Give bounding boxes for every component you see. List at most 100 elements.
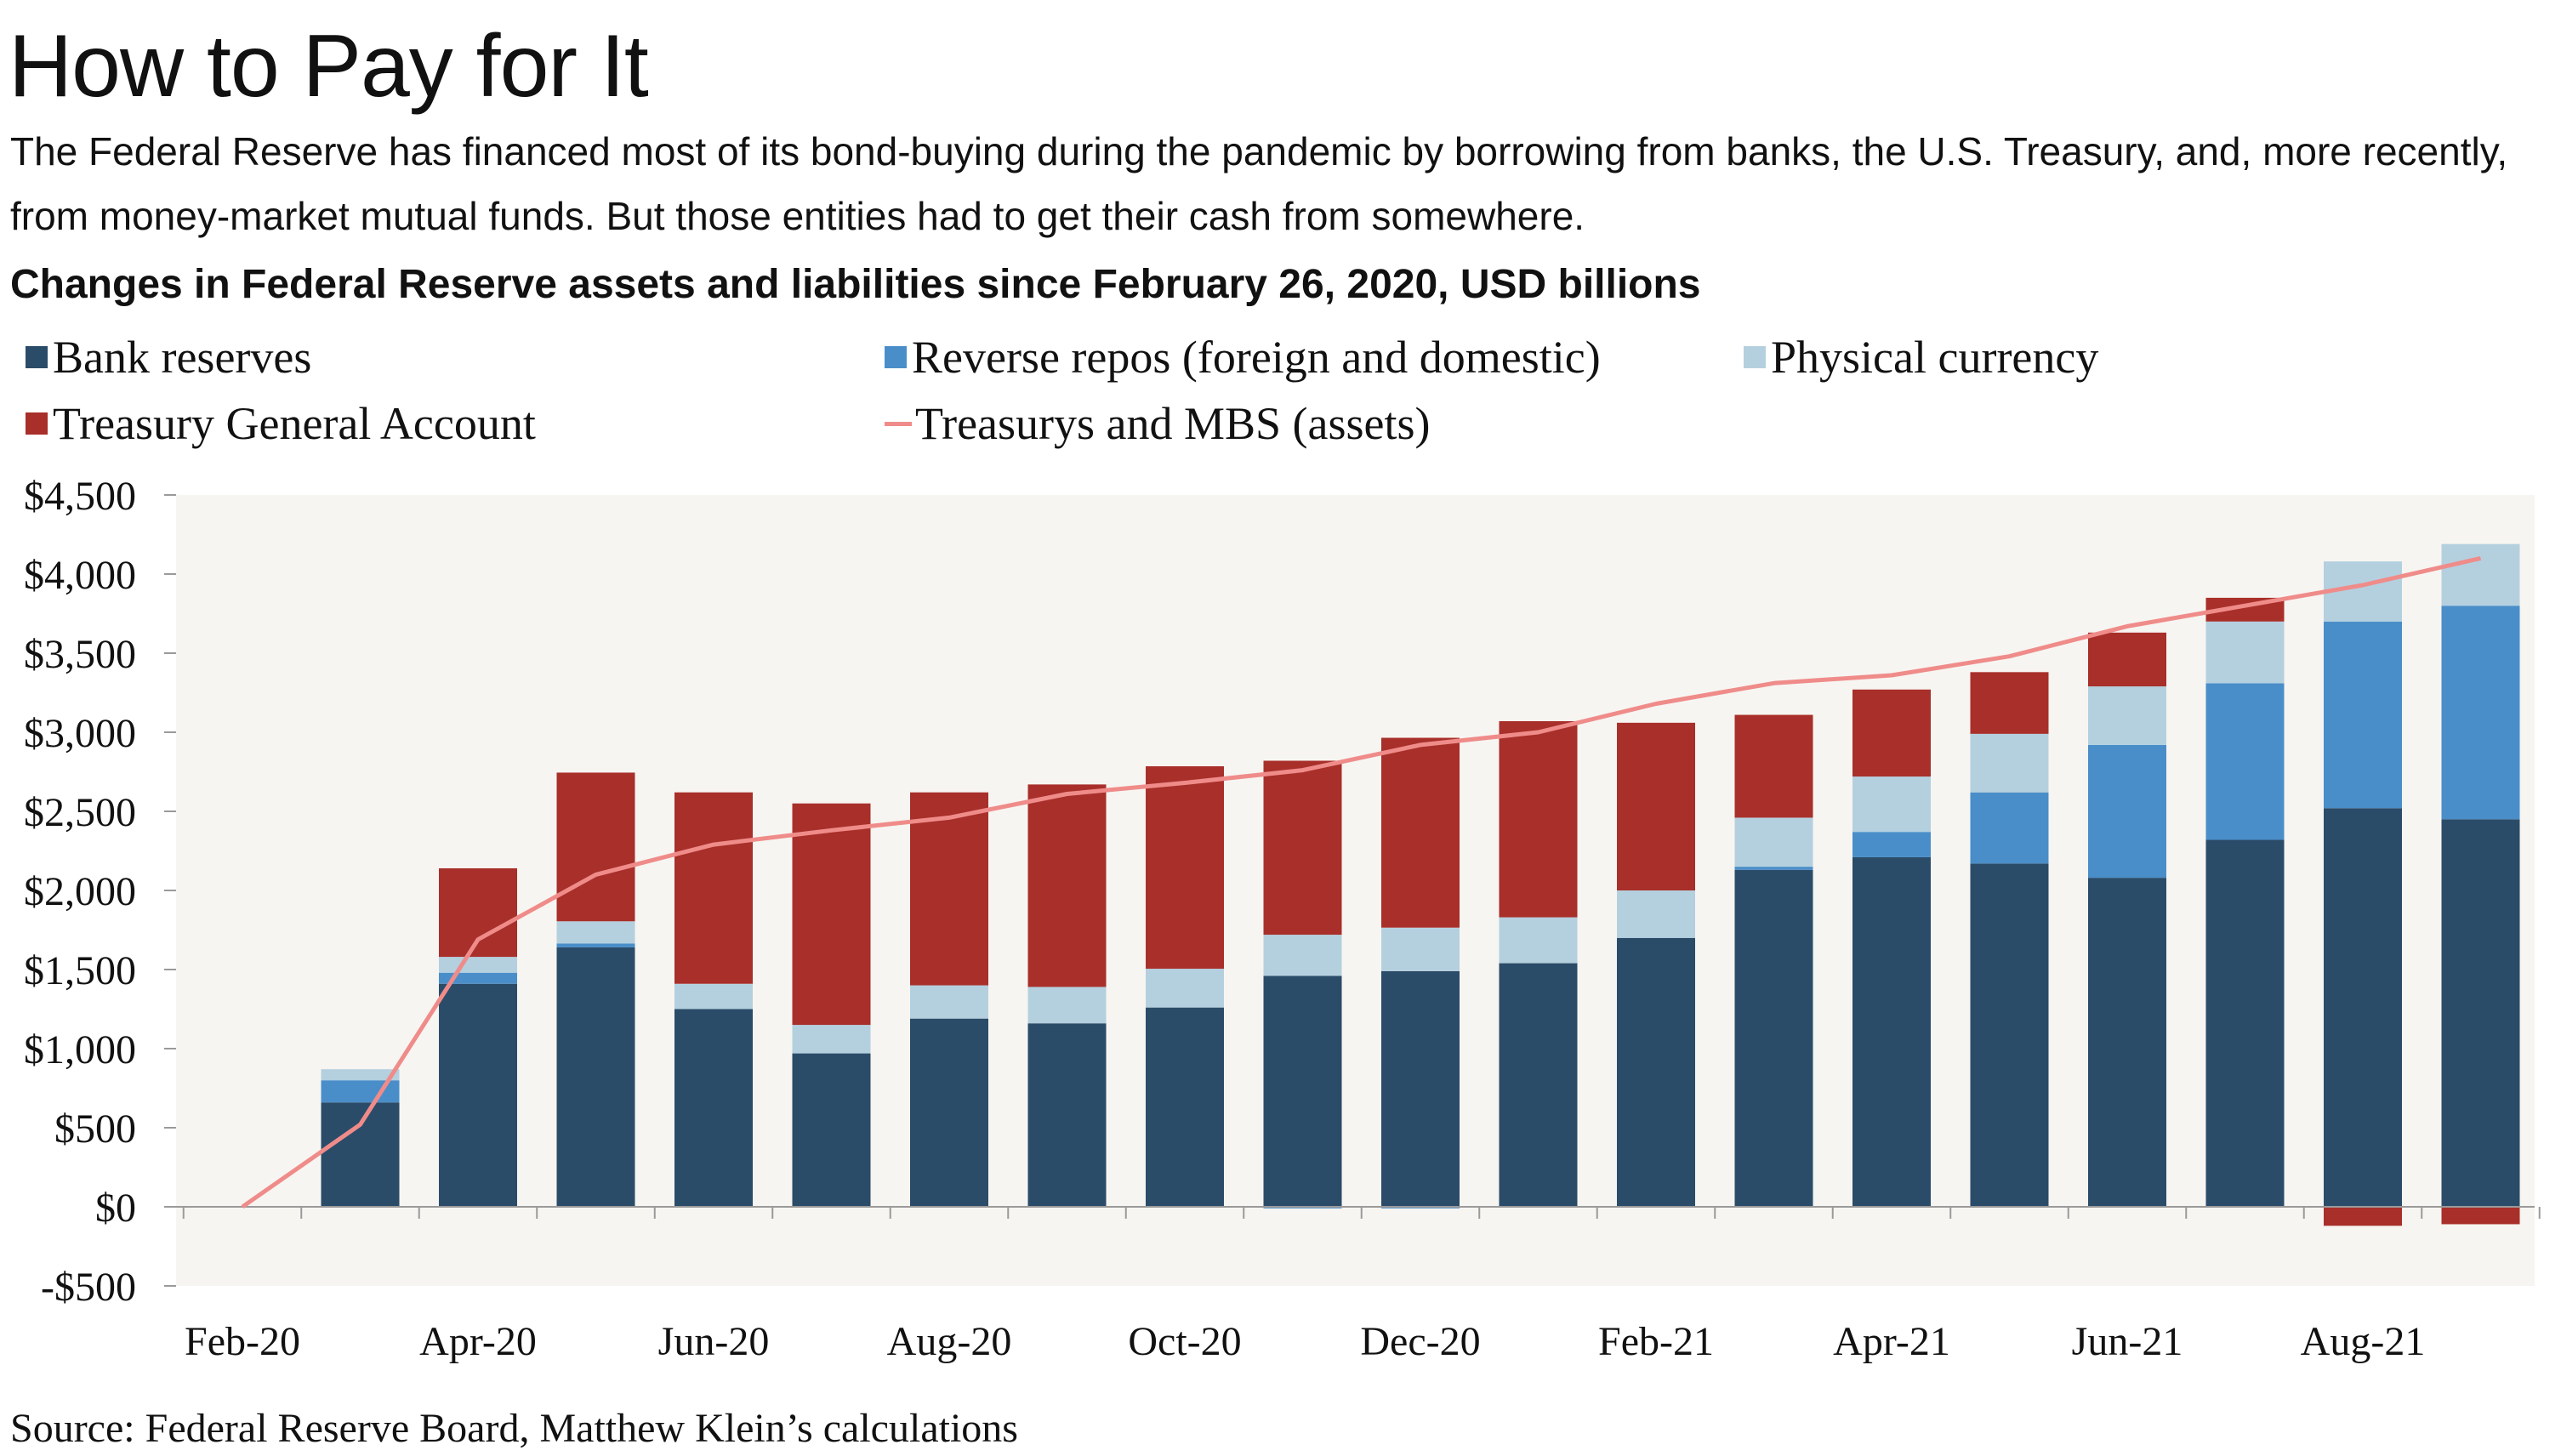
- bar-reverse-repos: [556, 943, 635, 947]
- bar-bank-reserves: [1263, 975, 1342, 1207]
- bar-bank-reserves: [2205, 839, 2285, 1207]
- bar-bank-reserves: [1970, 863, 2049, 1207]
- bar-physical-currency: [792, 1025, 871, 1054]
- y-axis: -$500 $0 $500 $1,000 $1,500 $2,000 $2,500 $3,00…: [24, 476, 176, 1310]
- bar-tga: [910, 792, 988, 986]
- bar-tga: [439, 867, 517, 958]
- bar-tga: [2088, 632, 2166, 687]
- x-tick-label: Feb-21: [1598, 1319, 1714, 1364]
- bar-bank-reserves: [1499, 963, 1578, 1207]
- y-tick-label: $3,000: [24, 711, 136, 756]
- bar-physical-currency: [439, 957, 517, 973]
- y-tick-label: $2,500: [24, 790, 136, 835]
- bar-physical-currency: [1263, 935, 1342, 976]
- bar-bank-reserves: [1027, 1023, 1107, 1207]
- bar-physical-currency: [2205, 621, 2285, 684]
- legend-label: Physical currency: [1771, 332, 2099, 383]
- bar-physical-currency: [1499, 917, 1578, 964]
- bar-physical-currency: [1734, 817, 1813, 867]
- chart-svg: -$500 $0 $500 $1,000 $1,500 $2,000 $2,500 $3,00…: [24, 476, 2541, 1364]
- legend-label: Bank reserves: [53, 332, 312, 383]
- bar-reverse-repos: [2088, 744, 2166, 879]
- x-axis: Feb-20 Apr-20 Jun-20 Aug-20 Oct-20 Dec-20 Feb-…: [182, 1207, 2541, 1364]
- legend-label: Treasurys and MBS (assets): [915, 398, 1431, 449]
- x-tick-label: Oct-20: [1128, 1319, 1241, 1364]
- bar-bank-reserves: [674, 1009, 753, 1207]
- y-tick-label: $0: [95, 1186, 136, 1231]
- x-tick-label: Apr-21: [1833, 1319, 1950, 1364]
- legend-swatch-physical-currency: [1744, 346, 1766, 368]
- bar-physical-currency: [1617, 890, 1695, 938]
- legend-item-physical-currency: Physical currency: [1744, 330, 2098, 384]
- legend-item-bank-reserves: Bank reserves: [26, 330, 311, 384]
- legend-item-assets-line: Treasurys and MBS (assets): [885, 396, 1431, 451]
- x-tick-label: Dec-20: [1360, 1319, 1480, 1364]
- bar-bank-reserves: [792, 1053, 871, 1207]
- bar-bank-reserves: [2441, 819, 2520, 1207]
- legend-swatch-reverse-repos: [885, 346, 907, 368]
- bar-tga: [1970, 672, 2049, 734]
- bar-tga: [1617, 722, 1695, 890]
- bar-bank-reserves: [1734, 869, 1813, 1207]
- bar-tga: [792, 803, 871, 1026]
- bar-bank-reserves: [439, 983, 517, 1207]
- bar-physical-currency: [1146, 969, 1224, 1008]
- bar-physical-currency: [674, 983, 753, 1010]
- legend-item-tga: Treasury General Account: [26, 396, 536, 451]
- plot-background: [176, 495, 2535, 1286]
- bar-bank-reserves: [556, 947, 635, 1207]
- bar-bank-reserves: [1146, 1007, 1224, 1207]
- x-tick-label: Feb-20: [185, 1319, 300, 1364]
- bar-physical-currency: [1027, 987, 1107, 1024]
- y-tick-label: $4,000: [24, 553, 136, 598]
- x-tick-label: Aug-20: [887, 1319, 1012, 1364]
- bar-bank-reserves: [1852, 856, 1931, 1207]
- legend-swatch-tga: [26, 412, 48, 435]
- bar-tga: [2324, 1207, 2402, 1226]
- y-tick-label: $4,500: [24, 476, 136, 519]
- bar-physical-currency: [2088, 686, 2166, 745]
- bar-tga: [1263, 760, 1342, 936]
- bar-tga: [1852, 689, 1931, 777]
- bar-reverse-repos: [1970, 792, 2049, 864]
- bar-physical-currency: [321, 1069, 400, 1081]
- chart-legend: Bank reserves Reverse repos (foreign and…: [0, 323, 2561, 459]
- legend-line-assets: [885, 421, 912, 426]
- y-tick-label: $500: [54, 1106, 136, 1152]
- bar-bank-reserves: [2324, 808, 2402, 1207]
- y-tick-label: -$500: [41, 1265, 136, 1310]
- bar-physical-currency: [1970, 733, 2049, 793]
- bar-physical-currency: [556, 921, 635, 944]
- bar-bank-reserves: [321, 1102, 400, 1207]
- y-tick-label: $2,000: [24, 869, 136, 914]
- bar-physical-currency: [1381, 927, 1460, 971]
- bar-bank-reserves: [1381, 970, 1460, 1207]
- bar-reverse-repos: [1734, 867, 1813, 870]
- legend-item-reverse-repos: Reverse repos (foreign and domestic): [885, 330, 1601, 384]
- x-tick-label: Jun-21: [2072, 1319, 2183, 1364]
- bar-tga: [674, 792, 753, 984]
- bar-tga: [1027, 784, 1107, 987]
- legend-swatch-bank-reserves: [26, 346, 48, 368]
- bar-reverse-repos: [439, 972, 517, 984]
- bar-tga: [2441, 1207, 2520, 1225]
- page-subtitle: The Federal Reserve has financed most of…: [10, 129, 2508, 238]
- bar-physical-currency: [910, 985, 988, 1019]
- bar-tga: [556, 772, 635, 922]
- bar-tga: [1146, 765, 1224, 970]
- assets-line: [241, 555, 2482, 1209]
- bar-physical-currency: [1852, 776, 1931, 833]
- legend-label: Treasury General Account: [53, 398, 536, 449]
- bar-tga: [1381, 737, 1460, 928]
- legend-label: Reverse repos (foreign and domestic): [912, 332, 1601, 383]
- x-tick-label: Aug-21: [2301, 1319, 2426, 1364]
- y-tick-label: $1,500: [24, 948, 136, 993]
- bar-physical-currency: [2441, 543, 2520, 606]
- bar-reverse-repos: [2324, 621, 2402, 809]
- x-tick-label: Apr-20: [419, 1319, 537, 1364]
- bar-reverse-repos: [2205, 683, 2285, 840]
- bar-tga: [1734, 714, 1813, 818]
- y-tick-label: $1,000: [24, 1027, 136, 1072]
- x-tick-label: Jun-20: [658, 1319, 770, 1364]
- bar-bank-reserves: [2088, 878, 2166, 1207]
